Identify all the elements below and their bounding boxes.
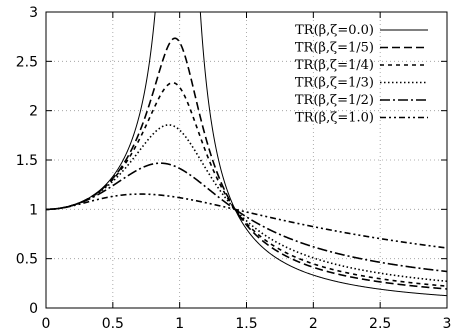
series-line-1 — [46, 37, 447, 290]
legend-label-5: TR(β,ζ=1.0) — [295, 111, 374, 126]
x-tick-label: 1.5 — [235, 316, 257, 332]
y-tick-label: 0 — [29, 301, 38, 317]
legend-label-2: TR(β,ζ=1/4) — [295, 58, 374, 73]
x-tick-label: 1 — [175, 316, 184, 332]
axis-ticks: 0 0.5 1 1.5 2 2.5 3 0 0.5 1 1.5 2 2.5 3 — [16, 5, 452, 332]
x-tick-label: 2 — [309, 316, 318, 332]
series-line-0 — [46, 12, 156, 210]
series-line-2 — [46, 81, 447, 287]
y-tick-label: 1 — [29, 202, 38, 218]
y-tick-label: 2 — [29, 104, 38, 120]
series-line-4 — [46, 162, 447, 273]
x-tick-label: 3 — [443, 316, 452, 332]
y-tick-label: 2.5 — [16, 54, 38, 70]
legend-label-0: TR(β,ζ=0.0) — [295, 23, 374, 38]
grid-lines — [46, 12, 447, 308]
legend-label-4: TR(β,ζ=1/2) — [295, 93, 374, 108]
legend: TR(β,ζ=0.0) TR(β,ζ=1/5) TR(β,ζ=1/4) TR(β,ζ=… — [295, 23, 428, 126]
y-tick-label: 3 — [29, 5, 38, 21]
x-tick-label: 0.5 — [102, 316, 124, 332]
series-line-3 — [46, 124, 447, 283]
legend-label-3: TR(β,ζ=1/3) — [295, 76, 374, 91]
x-tick-label: 2.5 — [369, 316, 391, 332]
x-tick-label: 0 — [42, 316, 51, 332]
plot-area — [46, 12, 447, 297]
legend-label-1: TR(β,ζ=1/5) — [295, 41, 374, 56]
y-tick-label: 0.5 — [16, 252, 38, 268]
y-tick-label: 1.5 — [16, 153, 38, 169]
